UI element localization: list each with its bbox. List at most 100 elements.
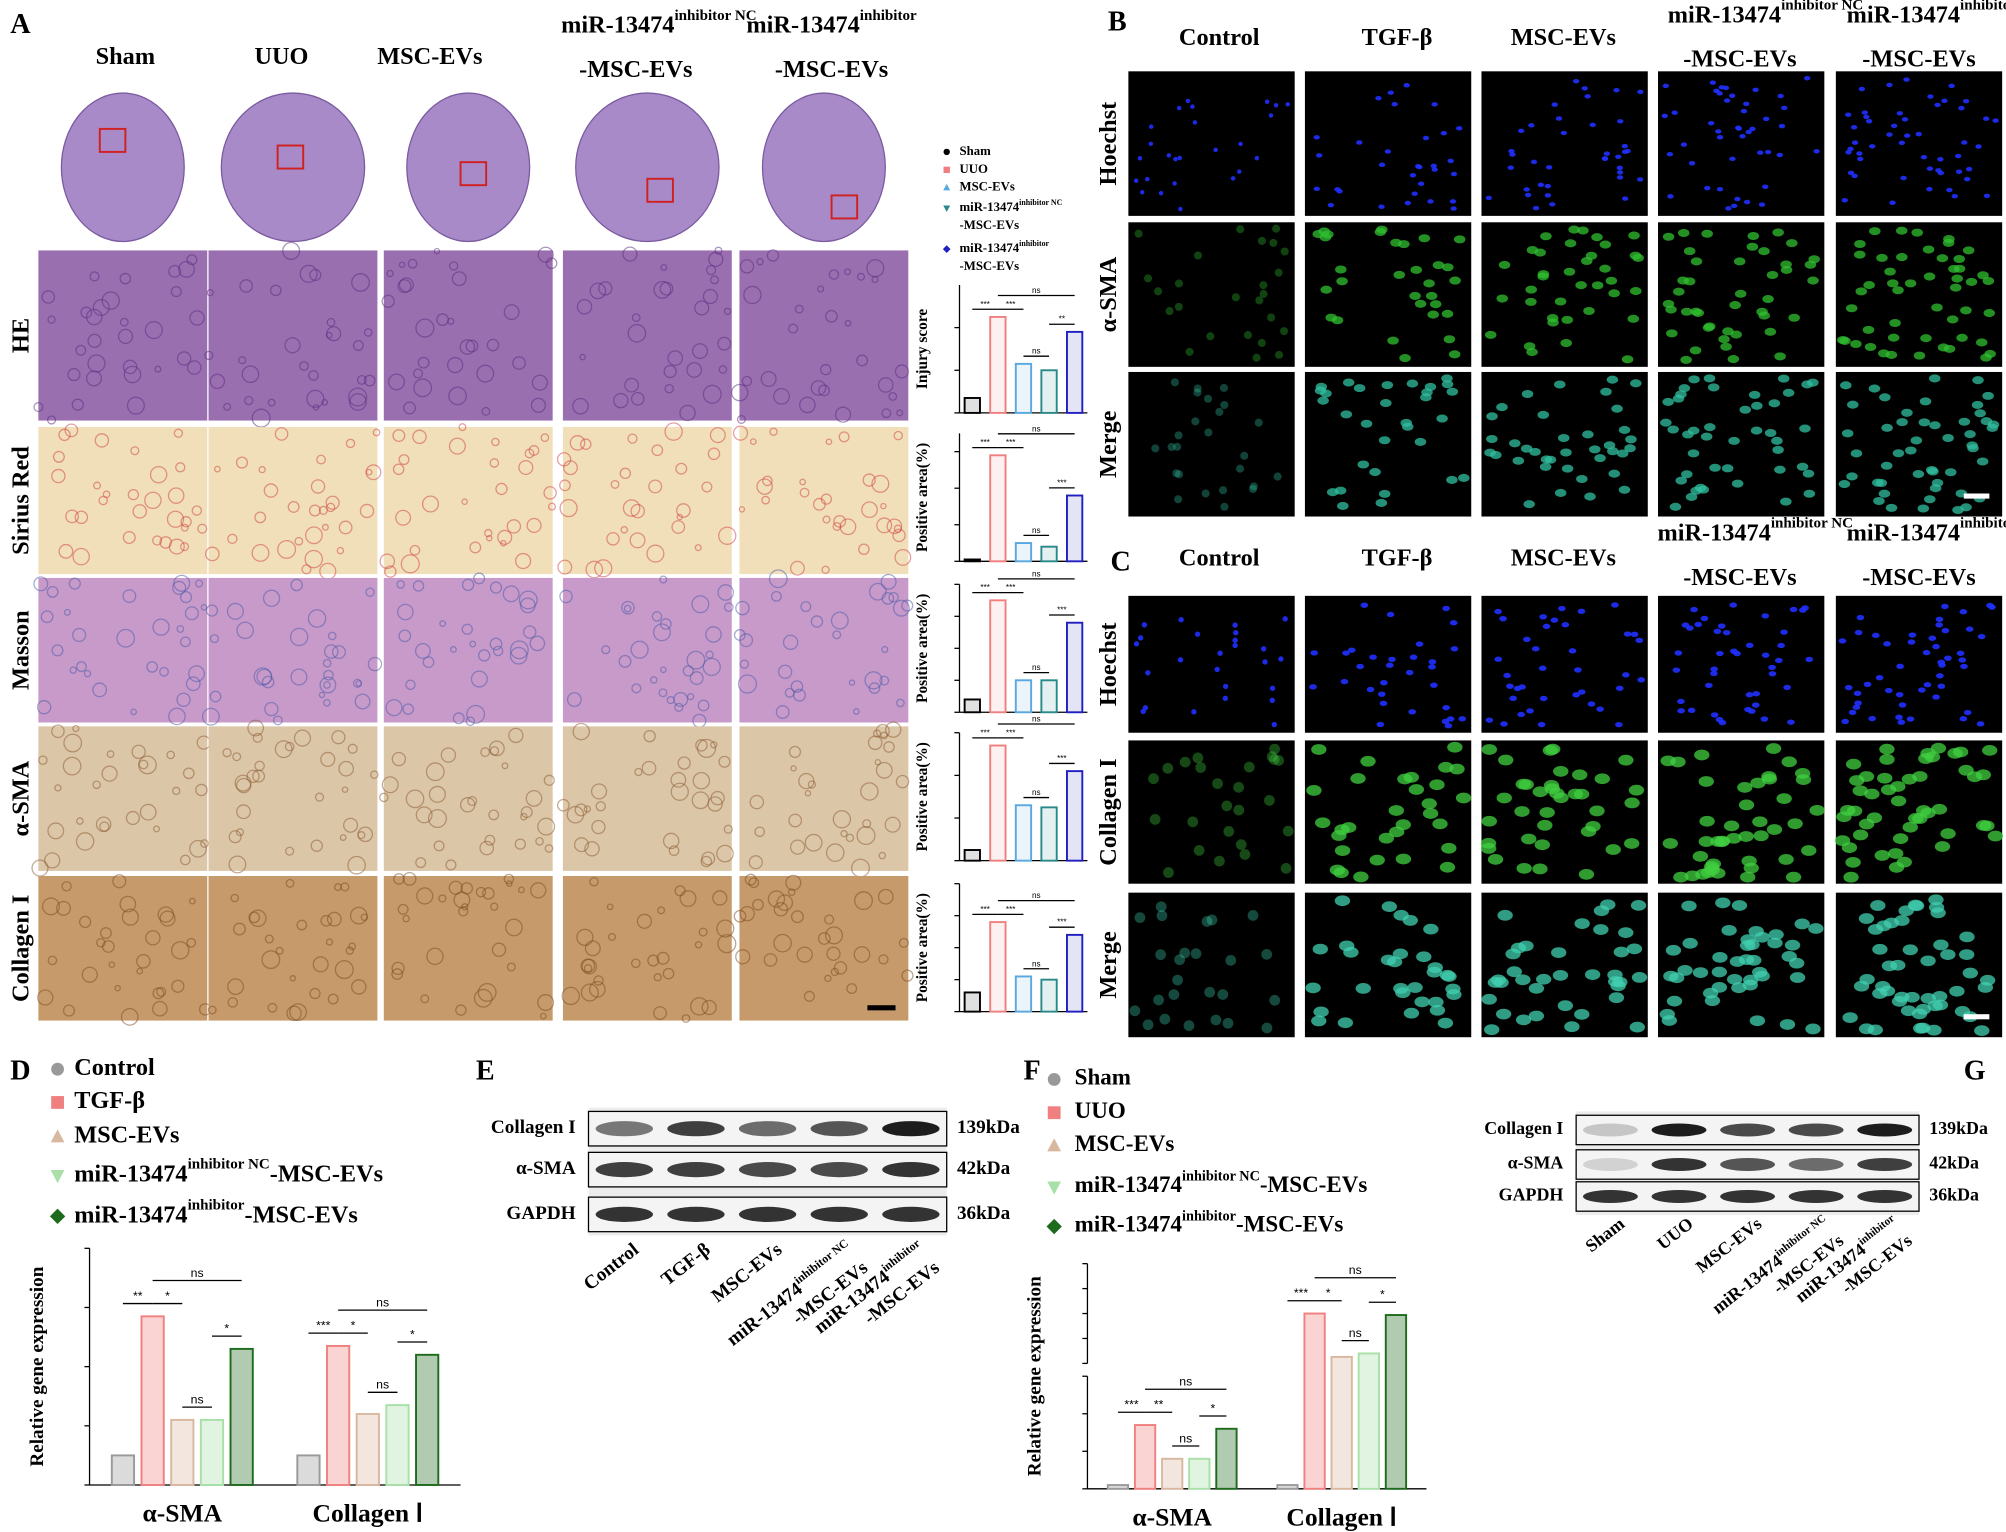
cell xyxy=(1243,761,1255,773)
cell xyxy=(1662,232,1675,241)
texture xyxy=(846,983,858,995)
cell xyxy=(1192,752,1204,764)
column-header: MSC-EVs xyxy=(1511,24,1616,51)
texture xyxy=(714,246,723,255)
cell xyxy=(1148,124,1154,129)
significance-label: ** xyxy=(1154,1398,1164,1412)
texture xyxy=(584,841,600,857)
cell xyxy=(1213,147,1218,153)
cell xyxy=(1896,111,1904,116)
texture xyxy=(630,503,645,519)
cell xyxy=(1561,464,1574,473)
cell xyxy=(1395,853,1412,865)
texture xyxy=(461,578,475,592)
texture xyxy=(709,275,720,285)
cell xyxy=(1761,613,1770,619)
texture xyxy=(540,433,550,443)
cell xyxy=(1762,295,1774,304)
cell xyxy=(1537,721,1546,728)
cell xyxy=(1375,95,1382,101)
texture xyxy=(825,843,845,863)
cell xyxy=(1222,1017,1234,1029)
bar xyxy=(989,315,1007,414)
cell xyxy=(1403,82,1410,88)
cell xyxy=(1675,476,1687,485)
texture xyxy=(744,873,757,886)
legend-label: Sham xyxy=(960,144,992,158)
label-base: miR-13474 xyxy=(960,241,1020,255)
texture xyxy=(768,569,788,589)
cell xyxy=(1772,445,1784,454)
cell xyxy=(1875,674,1884,681)
texture xyxy=(694,940,703,949)
texture xyxy=(176,692,191,707)
texture xyxy=(784,687,795,698)
cell xyxy=(1408,709,1417,715)
cell xyxy=(1568,648,1577,654)
cell xyxy=(1269,685,1276,691)
cell xyxy=(1278,656,1284,662)
texture xyxy=(896,698,905,708)
texture xyxy=(205,604,219,617)
cell xyxy=(1555,116,1563,121)
texture xyxy=(38,755,48,765)
texture xyxy=(461,623,473,635)
cell xyxy=(1554,380,1566,389)
cell xyxy=(1988,604,1996,610)
texture xyxy=(136,967,144,975)
cell xyxy=(1554,297,1567,306)
texture xyxy=(78,915,92,929)
texture xyxy=(326,911,342,927)
texture xyxy=(515,552,532,570)
micrograph xyxy=(1658,740,1825,884)
cell xyxy=(1703,322,1716,331)
texture xyxy=(875,723,890,739)
cell xyxy=(1907,639,1916,645)
cell xyxy=(1630,379,1642,388)
texture xyxy=(67,367,81,382)
texture xyxy=(370,770,379,780)
cell xyxy=(1583,306,1595,316)
texture xyxy=(405,789,425,809)
cell xyxy=(1582,430,1594,439)
panel-label: A xyxy=(10,9,31,40)
texture xyxy=(828,269,840,280)
cell xyxy=(1630,631,1639,638)
cell xyxy=(1613,946,1630,958)
cell xyxy=(1856,151,1863,156)
texture xyxy=(397,279,412,294)
texture xyxy=(653,280,672,299)
label-tail: -MSC-EVs xyxy=(1862,46,1975,73)
texture xyxy=(186,937,197,948)
cell xyxy=(1932,694,1940,700)
cell xyxy=(1637,89,1644,95)
cell xyxy=(1560,448,1572,457)
cell xyxy=(1718,335,1730,344)
texture xyxy=(547,502,556,511)
texture xyxy=(63,608,71,616)
texture xyxy=(848,679,856,686)
cell xyxy=(1515,778,1531,790)
cell xyxy=(1369,654,1377,660)
texture xyxy=(657,906,666,915)
texture xyxy=(893,524,903,533)
texture xyxy=(320,914,333,927)
cell xyxy=(1537,272,1549,281)
texture xyxy=(355,680,362,687)
texture xyxy=(670,782,689,801)
cell xyxy=(1442,704,1451,711)
cell xyxy=(1851,140,1859,145)
texture xyxy=(651,444,664,457)
cell xyxy=(1154,287,1163,296)
significance-label: *** xyxy=(1006,583,1016,592)
cell xyxy=(1190,948,1202,959)
cell xyxy=(1704,995,1721,1007)
cell xyxy=(1666,329,1678,338)
cell xyxy=(1540,232,1552,241)
texture xyxy=(832,810,852,829)
cell xyxy=(1776,152,1783,158)
bar xyxy=(1014,542,1033,563)
cell xyxy=(1740,108,1748,114)
cell xyxy=(1377,691,1386,697)
lane-label: Sham xyxy=(1581,1213,1628,1256)
